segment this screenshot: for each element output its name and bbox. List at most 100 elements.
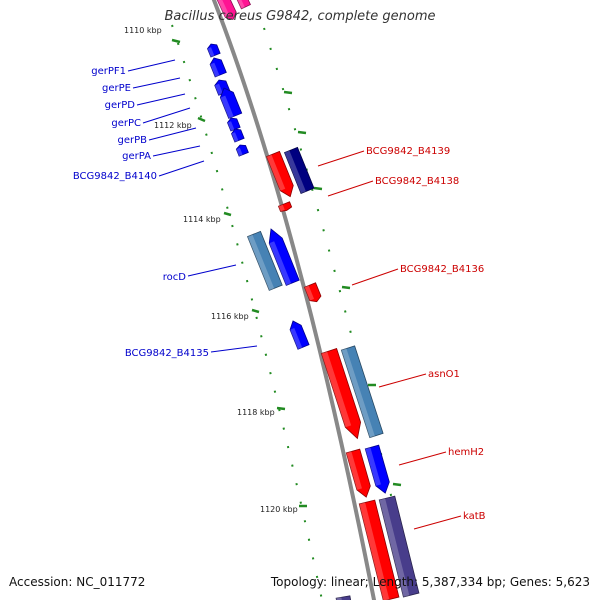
topology-text: Topology: linear; Length: 5,387,334 bp; …: [270, 575, 590, 589]
reverse-gene-glyph-katB-red-highlight: [359, 502, 390, 600]
reverse-gene-label: BCG9842_B4136: [400, 264, 484, 275]
reverse-gene-leader: [413, 515, 462, 530]
scale-label: 1120 kbp: [260, 505, 298, 514]
reverse-gene-glyph-B4138: [277, 201, 293, 212]
forward-gene-leader: [127, 59, 176, 72]
forward-gene-glyph-3-highlight: [220, 95, 234, 119]
gene-top-pink-2-body: [234, 0, 251, 10]
forward-gene-glyph-6-highlight: [236, 147, 243, 157]
forward-gene-glyph-3-body: [219, 87, 243, 119]
gene-top-pink-2-highlight: [235, 0, 245, 9]
forward-gene-leader: [158, 160, 205, 177]
forward-gene-label: gerPF1: [91, 66, 126, 77]
reverse-gene-label: BCG9842_B4139: [366, 146, 450, 157]
forward-gene-label: gerPA: [122, 151, 151, 162]
forward-gene-label: BCG9842_B4140: [73, 171, 157, 182]
forward-gene-glyph-1-highlight: [210, 62, 220, 77]
forward-gene-label: gerPB: [117, 135, 147, 146]
forward-gene-leader: [210, 345, 258, 353]
major-tick-8: [313, 186, 323, 191]
reverse-gene-glyph-asnO1-steel-body: [340, 345, 384, 439]
forward-gene-leader: [148, 127, 197, 141]
reverse-gene-glyph-bottom-body: [335, 595, 353, 600]
reverse-gene-glyph-asnO1: [320, 348, 362, 440]
reverse-gene-leader: [351, 268, 399, 286]
forward-gene-glyph-6-body: [235, 144, 249, 157]
reverse-gene-label: BCG9842_B4138: [375, 176, 459, 187]
reverse-gene-glyph-katB-body: [378, 495, 420, 598]
reverse-gene-glyph-hemH2-red-body: [345, 448, 371, 498]
gene-top-pink-1-highlight: [216, 0, 230, 18]
gene-top-pink-1-body: [216, 0, 237, 21]
reverse-gene-glyph-bottom: [335, 595, 353, 600]
forward-gene-glyph-5-highlight: [231, 132, 239, 142]
forward-gene-leader: [142, 107, 191, 124]
scale-label: 1110 kbp: [124, 26, 162, 35]
reverse-gene-glyph-B4139-dark: [283, 146, 315, 194]
gene-top-pink-1: [216, 0, 237, 21]
forward-gene-glyph-rocD-highlight: [269, 241, 292, 286]
reverse-gene-glyph-asnO1-highlight: [321, 351, 352, 428]
forward-gene-label: gerPE: [102, 83, 131, 94]
reverse-gene-glyph-katB: [378, 495, 420, 598]
major-tick-11: [392, 482, 402, 487]
reverse-gene-glyph-hemH2-red: [345, 448, 371, 498]
forward-gene-glyph-4: [227, 117, 241, 132]
reverse-gene-glyph-katB-red: [358, 499, 400, 600]
major-tick-6: [283, 90, 293, 95]
reverse-gene-glyph-hemH2: [364, 444, 390, 494]
reverse-gene-glyph-B4138-body: [277, 201, 293, 212]
forward-gene-glyph-6: [235, 144, 249, 157]
scale-label: 1118 kbp: [237, 408, 275, 417]
reverse-gene-glyph-B4139-highlight: [266, 154, 286, 191]
major-tick-1: [197, 116, 206, 123]
map-title: Bacillus cereus G9842, complete genome: [164, 9, 436, 24]
reverse-gene-glyph-B4139-dark-body: [283, 146, 315, 194]
reverse-gene-label: asnO1: [428, 369, 460, 380]
reverse-gene-glyph-B4136-body: [303, 282, 322, 303]
reverse-gene-glyph-asnO1-body: [320, 348, 362, 440]
forward-gene-glyph-3: [219, 87, 243, 119]
reverse-gene-leader: [317, 150, 365, 167]
forward-gene-glyph-1-body: [209, 57, 227, 78]
forward-gene-glyph-rocD-steel-highlight: [247, 234, 275, 291]
major-tick-7: [297, 130, 307, 135]
forward-gene-leader: [187, 264, 237, 277]
reverse-gene-glyph-B4136-highlight: [304, 285, 315, 301]
forward-gene-label: gerPD: [105, 100, 136, 111]
forward-gene-glyph-0: [207, 43, 221, 58]
reverse-gene-glyph-katB-highlight: [379, 498, 410, 597]
reverse-gene-glyph-katB-red-body: [358, 499, 400, 600]
forward-gene-label: BCG9842_B4135: [125, 348, 209, 359]
forward-gene-glyph-5: [231, 128, 245, 143]
major-tick-4: [276, 406, 286, 411]
reverse-gene-glyph-B4138-highlight: [278, 204, 285, 212]
forward-gene-label: gerPC: [111, 118, 141, 129]
reverse-gene-glyph-hemH2-highlight: [365, 447, 381, 486]
major-tick-9: [341, 285, 351, 290]
reverse-gene-glyph-asnO1-steel: [340, 345, 384, 439]
reverse-gene-leader: [398, 451, 447, 466]
forward-gene-glyph-4-highlight: [227, 121, 235, 131]
scale-label: 1112 kbp: [154, 121, 192, 130]
forward-gene-leader: [132, 77, 181, 89]
reverse-gene-glyph-B4139-dark-highlight: [284, 150, 306, 194]
genome-backbone: [211, 0, 377, 600]
forward-gene-glyph-0-body: [207, 43, 221, 58]
accession-text: Accession: NC_011772: [9, 575, 146, 589]
gene-top-pink-2: [234, 0, 251, 10]
reverse-gene-glyph-asnO1-steel-highlight: [341, 348, 375, 438]
forward-gene-glyph-4-body: [227, 117, 241, 132]
reverse-gene-label: hemH2: [448, 447, 484, 458]
scale-label: 1116 kbp: [211, 312, 249, 321]
reverse-gene-label: katB: [463, 511, 486, 522]
major-tick-2: [223, 211, 232, 217]
reverse-gene-glyph-B4139-body: [265, 150, 294, 198]
major-tick-0: [171, 38, 181, 44]
forward-gene-label: rocD: [163, 272, 187, 283]
forward-gene-glyph-B4135: [289, 320, 310, 350]
forward-gene-glyph-rocD-steel-body: [246, 230, 283, 291]
reverse-gene-glyph-B4139: [265, 150, 294, 198]
forward-gene-glyph-rocD-steel: [246, 230, 283, 291]
